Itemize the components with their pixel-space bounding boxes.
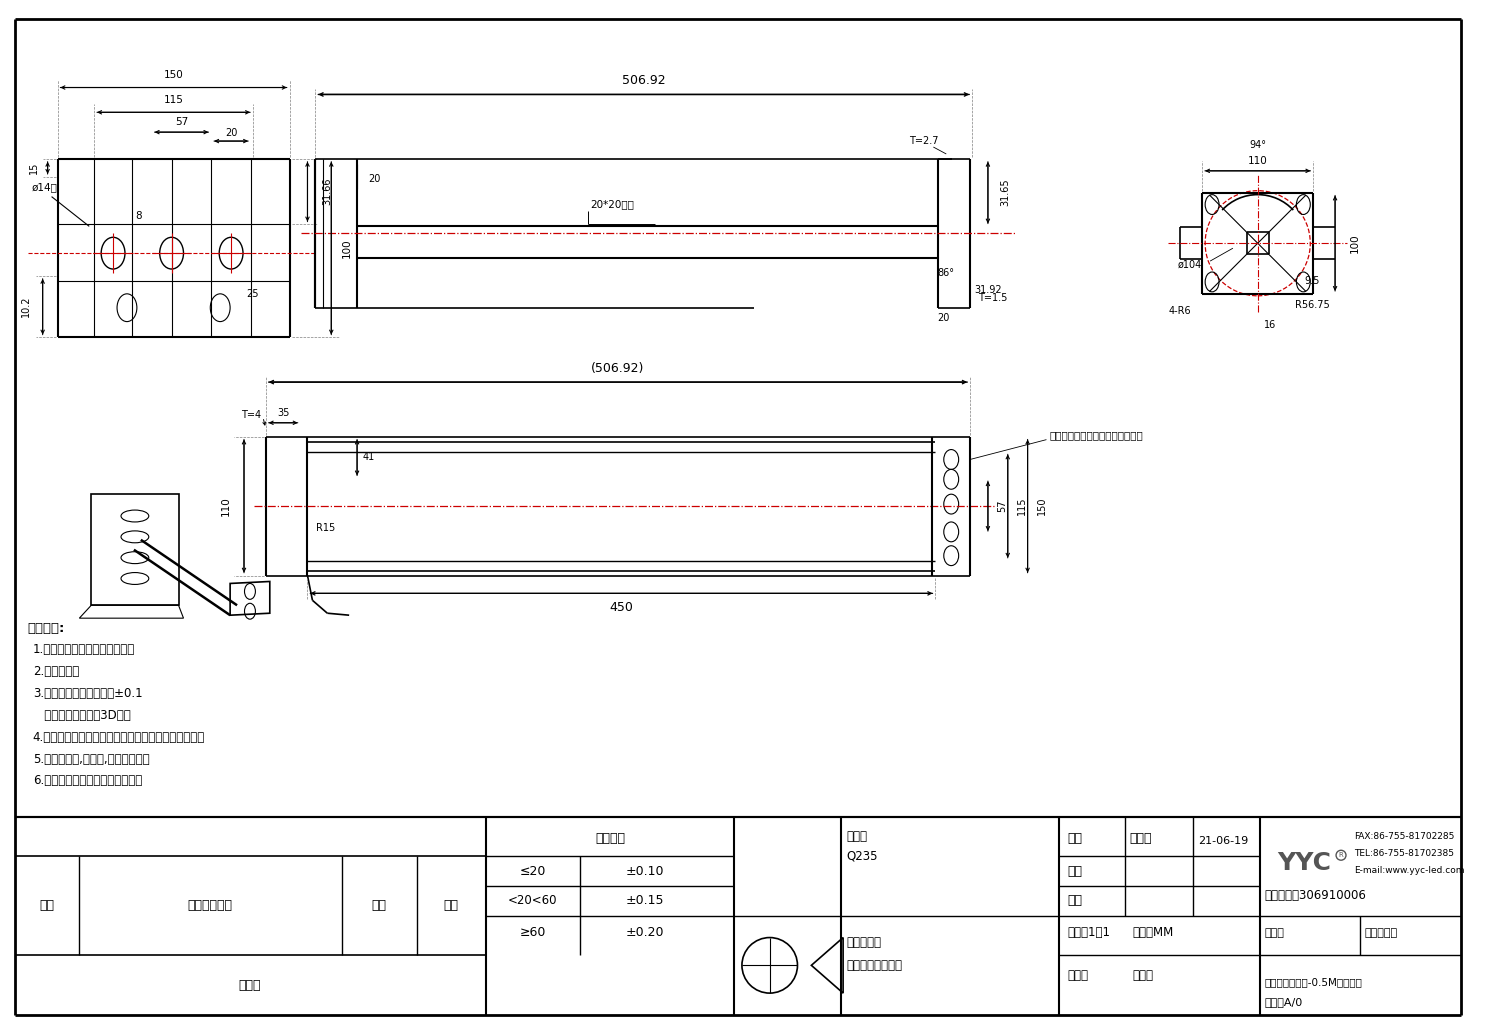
Text: 3.未注孔距牙距公差均为±0.1: 3.未注孔距牙距公差均为±0.1 xyxy=(33,687,143,700)
Text: 41: 41 xyxy=(363,453,375,462)
Text: 料号：: 料号： xyxy=(1067,969,1088,981)
Text: 8: 8 xyxy=(135,212,143,221)
Text: 9.5: 9.5 xyxy=(1305,276,1320,286)
Text: 100: 100 xyxy=(1350,234,1360,253)
Text: 57: 57 xyxy=(176,117,187,127)
Text: T=4: T=4 xyxy=(241,409,260,420)
Text: ≥60: ≥60 xyxy=(519,926,546,939)
Text: FAX:86-755-81702285: FAX:86-755-81702285 xyxy=(1354,832,1454,841)
Text: 31.92: 31.92 xyxy=(975,284,1001,295)
Text: TEL:86-755-81702385: TEL:86-755-81702385 xyxy=(1354,849,1454,858)
Text: 尺寸公差: 尺寸公差 xyxy=(595,832,625,845)
Text: R15: R15 xyxy=(315,523,335,533)
Text: 94°: 94° xyxy=(1250,140,1266,150)
Text: 150: 150 xyxy=(1037,497,1046,515)
Text: 变更内容描述: 变更内容描述 xyxy=(187,900,232,912)
Text: ø104: ø104 xyxy=(1178,261,1202,270)
Text: ±0.15: ±0.15 xyxy=(625,894,664,908)
Text: 技术要求:: 技术要求: xyxy=(28,621,65,635)
Text: 日期: 日期 xyxy=(443,900,458,912)
Text: 零件料号：306910006: 零件料号：306910006 xyxy=(1265,889,1366,903)
Text: 20*20方管: 20*20方管 xyxy=(591,200,634,210)
Text: ±0.10: ±0.10 xyxy=(625,864,664,878)
Text: 比例：1：1: 比例：1：1 xyxy=(1067,926,1110,939)
Text: 15: 15 xyxy=(28,161,39,174)
Text: 2.锐边倒钝；: 2.锐边倒钝； xyxy=(33,665,79,678)
Text: E-mail:www.yyc-led.com: E-mail:www.yyc-led.com xyxy=(1354,865,1464,875)
Text: 名称：: 名称： xyxy=(1265,927,1284,938)
Text: 此面孔位分布同左视图的孔位分布: 此面孔位分布同左视图的孔位分布 xyxy=(1049,430,1143,439)
Text: 审核: 审核 xyxy=(1067,864,1082,878)
Text: 110: 110 xyxy=(1248,156,1268,165)
Text: 6.表面处理：喷黑色砂纹户外粉；: 6.表面处理：喷黑色砂纹户外粉； xyxy=(33,774,141,787)
Text: 1.未注尺寸公差按图表尺寸公差: 1.未注尺寸公差按图表尺寸公差 xyxy=(33,643,135,657)
Text: T=2.7: T=2.7 xyxy=(909,136,939,146)
Text: 阳启军: 阳启军 xyxy=(1129,832,1152,845)
Text: Q235: Q235 xyxy=(847,850,878,862)
Text: T=1.5: T=1.5 xyxy=(978,293,1007,303)
Text: 其余未标注尺寸按3D尺寸: 其余未标注尺寸按3D尺寸 xyxy=(33,709,131,722)
Text: <20<60: <20<60 xyxy=(507,894,558,908)
Text: 喷黑色砂纹户外粉: 喷黑色砂纹户外粉 xyxy=(847,959,902,972)
Text: 506.92: 506.92 xyxy=(622,74,665,87)
Text: YYC: YYC xyxy=(1277,851,1332,875)
Text: 姓名: 姓名 xyxy=(372,900,387,912)
Text: 绘图: 绘图 xyxy=(1067,832,1082,845)
Text: 115: 115 xyxy=(164,95,183,105)
Text: ±0.20: ±0.20 xyxy=(625,926,664,939)
Text: 25: 25 xyxy=(246,288,259,299)
Text: 核准: 核准 xyxy=(1067,894,1082,908)
Text: 10.2: 10.2 xyxy=(21,296,31,317)
Text: 表面处理：: 表面处理： xyxy=(847,936,881,949)
Text: ≤20: ≤20 xyxy=(519,864,546,878)
Text: 57: 57 xyxy=(997,499,1007,512)
Text: (506.92): (506.92) xyxy=(591,362,644,374)
Text: 31.66: 31.66 xyxy=(323,178,332,206)
Text: 150: 150 xyxy=(164,69,183,80)
Text: 20: 20 xyxy=(937,312,949,323)
Text: 5.外观无变形,无色差,无刮花等缺陷: 5.外观无变形,无色差,无刮花等缺陷 xyxy=(33,753,149,765)
Text: R56.75: R56.75 xyxy=(1295,300,1330,310)
Text: 100: 100 xyxy=(342,239,353,258)
Text: R: R xyxy=(1339,852,1344,858)
Text: 21-06-19: 21-06-19 xyxy=(1198,837,1248,847)
Text: 16: 16 xyxy=(1263,320,1275,330)
Text: 35: 35 xyxy=(277,407,290,418)
Text: 图号：: 图号： xyxy=(1132,969,1153,981)
Text: 4.各连接件焊接处必须满焊且焊接牢固平整光滑牢固；: 4.各连接件焊接处必须满焊且焊接牢固平整光滑牢固； xyxy=(33,731,205,743)
Text: 20: 20 xyxy=(369,174,381,184)
Text: 投光灯墙装支架-0.5M（黑色）: 投光灯墙装支架-0.5M（黑色） xyxy=(1265,977,1363,987)
Text: 86°: 86° xyxy=(937,268,955,278)
Text: ø14孔: ø14孔 xyxy=(31,182,58,191)
Text: 450: 450 xyxy=(609,601,632,614)
Text: 单位：MM: 单位：MM xyxy=(1132,926,1174,939)
Text: 修改版: 修改版 xyxy=(238,978,262,992)
Text: 115: 115 xyxy=(1016,497,1027,515)
Text: 材质：: 材质： xyxy=(847,830,868,843)
Text: 110: 110 xyxy=(222,496,231,516)
Text: 4-R6: 4-R6 xyxy=(1170,306,1192,315)
Text: 版本：A/0: 版本：A/0 xyxy=(1265,997,1303,1007)
Text: 20: 20 xyxy=(225,128,237,139)
Text: 文件编号：: 文件编号： xyxy=(1364,927,1397,938)
Text: 31.65: 31.65 xyxy=(1001,179,1010,207)
Text: 版本: 版本 xyxy=(39,900,54,912)
